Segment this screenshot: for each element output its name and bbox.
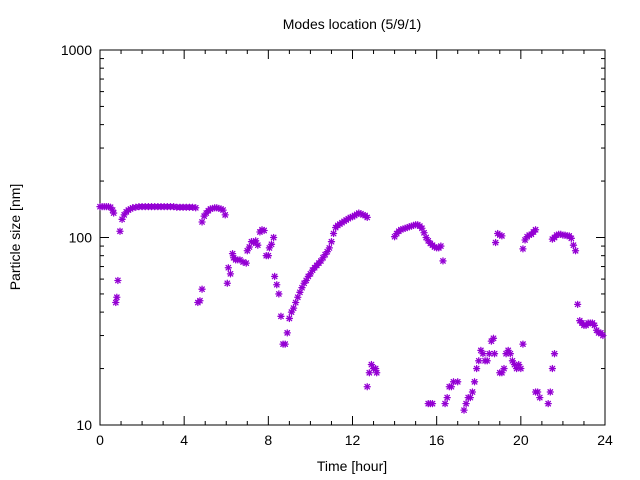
data-point — [373, 369, 381, 377]
data-point — [198, 218, 206, 226]
x-tick-label: 4 — [180, 432, 188, 448]
data-point — [447, 383, 456, 391]
data-point — [196, 297, 204, 305]
data-point — [536, 393, 544, 402]
data-point — [462, 399, 470, 408]
y-tick-label: 1000 — [61, 42, 92, 58]
data-point — [548, 364, 557, 373]
data-point — [371, 364, 380, 373]
data-point — [569, 241, 578, 249]
data-point — [242, 259, 250, 267]
data-point — [245, 243, 254, 251]
data-point — [277, 312, 285, 320]
data-point — [363, 383, 371, 391]
data-point — [491, 238, 500, 247]
data-point — [114, 276, 122, 285]
x-tick-label: 24 — [597, 432, 613, 448]
x-tick-label: 16 — [429, 432, 445, 448]
x-tick-label: 0 — [96, 432, 104, 448]
data-point — [325, 244, 334, 252]
data-point — [260, 226, 268, 235]
data-point — [519, 245, 527, 253]
data-point — [223, 279, 231, 287]
chart-title: Modes location (5/9/1) — [283, 16, 422, 32]
data-point — [219, 206, 227, 214]
data-point — [327, 238, 336, 246]
data-point — [546, 388, 554, 396]
data-point — [221, 211, 229, 219]
data-point — [506, 350, 514, 358]
data-point — [466, 393, 474, 402]
data-point — [475, 357, 483, 365]
x-tick-label: 12 — [345, 432, 361, 448]
data-point — [519, 340, 527, 348]
data-point — [273, 281, 281, 289]
data-point — [439, 257, 447, 265]
x-axis-label: Time [hour] — [317, 458, 387, 474]
data-point — [454, 378, 462, 386]
data-point — [550, 350, 559, 358]
data-point — [534, 388, 542, 396]
data-point — [283, 329, 291, 337]
data-point — [441, 399, 449, 408]
data-point — [468, 388, 477, 396]
data-point — [437, 242, 445, 250]
data-point — [460, 406, 468, 414]
data-point — [470, 378, 479, 386]
data-point — [192, 204, 200, 212]
data-point — [590, 321, 599, 329]
data-point — [472, 364, 481, 373]
data-point — [289, 304, 298, 312]
data-point — [281, 340, 289, 348]
data-point — [294, 293, 302, 301]
y-tick-label: 10 — [76, 417, 92, 433]
data-point — [329, 229, 338, 238]
data-point — [599, 331, 607, 340]
data-point — [567, 234, 575, 242]
data-point — [498, 232, 506, 240]
data-point — [485, 350, 493, 358]
data-points — [96, 203, 607, 414]
data-point — [113, 293, 121, 301]
data-point — [500, 364, 508, 373]
data-point — [517, 364, 525, 373]
data-point — [292, 298, 300, 307]
y-axis-label: Particle size [nm] — [7, 184, 23, 291]
data-point — [285, 314, 294, 323]
data-point — [269, 233, 278, 242]
y-tick-label: 100 — [69, 230, 93, 246]
data-point — [363, 213, 371, 222]
data-point — [112, 298, 120, 307]
data-point — [571, 247, 580, 255]
data-point — [270, 272, 279, 281]
data-point — [489, 334, 498, 342]
x-tick-label: 8 — [264, 432, 272, 448]
data-point — [228, 250, 237, 258]
x-tick-label: 20 — [513, 432, 529, 448]
data-point — [483, 357, 491, 365]
data-point — [490, 350, 499, 358]
data-point — [544, 399, 552, 408]
y-axis: 10 100 1000 — [61, 42, 605, 433]
data-point — [573, 300, 582, 309]
data-point — [443, 393, 451, 402]
data-point — [116, 227, 124, 235]
data-point — [275, 290, 283, 298]
x-axis: 0 4 8 12 16 20 24 — [96, 50, 613, 448]
data-point — [224, 264, 233, 272]
data-point — [198, 285, 206, 293]
data-point — [428, 399, 437, 408]
data-point — [264, 252, 272, 260]
data-point — [449, 378, 458, 386]
data-point — [267, 240, 276, 248]
data-point — [254, 241, 262, 249]
data-point — [479, 350, 487, 358]
data-point — [226, 270, 235, 278]
data-point — [531, 226, 540, 234]
data-point — [110, 209, 118, 217]
